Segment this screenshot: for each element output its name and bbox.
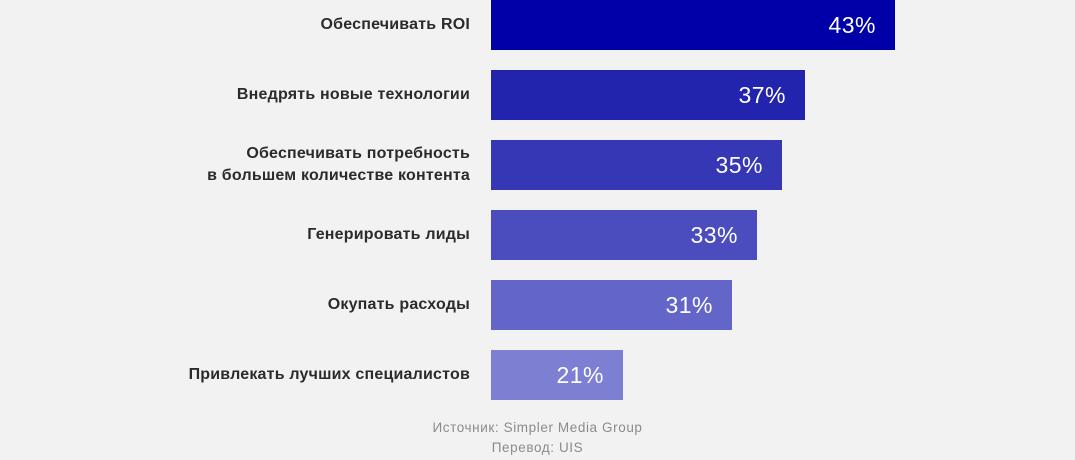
bar-area: 35% (491, 140, 1075, 190)
category-label: Обеспечивать ROI (320, 16, 470, 33)
translation-text: Перевод: UIS (491, 440, 584, 455)
bar-row: Обеспечивать ROI 43% (0, 0, 1075, 50)
category-label: Внедрять новые технологии (236, 86, 470, 103)
bar-row: Генерировать лиды 33% (0, 210, 1075, 260)
value-label: 21% (556, 361, 604, 388)
value-label: 31% (665, 291, 713, 318)
chart-footer: Источник: Simpler Media Group Перевод: U… (0, 418, 1075, 458)
bar-area: 31% (491, 280, 1075, 330)
bar-area: 37% (491, 70, 1075, 120)
bar-row: Обеспечивать потребность в большем колич… (0, 140, 1075, 190)
bar: 35% (491, 140, 782, 190)
bar: 33% (491, 210, 757, 260)
source-text: Источник: Simpler Media Group (432, 420, 643, 435)
bar-area: 33% (491, 210, 1075, 260)
value-label: 33% (690, 221, 738, 248)
bar-area: 21% (491, 350, 1075, 400)
bar-row: Привлекать лучших специалистов 21% (0, 350, 1075, 400)
bar-row: Окупать расходы 31% (0, 280, 1075, 330)
bar: 43% (491, 0, 895, 50)
bar: 21% (491, 350, 623, 400)
category-label: Обеспечивать потребность в большем колич… (207, 145, 470, 184)
bar-row: Внедрять новые технологии 37% (0, 70, 1075, 120)
category-label: Привлекать лучших специалистов (188, 366, 470, 383)
value-label: 43% (828, 11, 876, 38)
bar: 31% (491, 280, 732, 330)
value-label: 37% (738, 81, 786, 108)
value-label: 35% (715, 151, 763, 178)
bar-chart: Обеспечивать ROI 43% Внедрять новые техн… (0, 0, 1075, 400)
category-label: Окупать расходы (327, 296, 470, 313)
category-label: Генерировать лиды (307, 226, 470, 243)
bar-area: 43% (491, 0, 1075, 50)
bar: 37% (491, 70, 805, 120)
